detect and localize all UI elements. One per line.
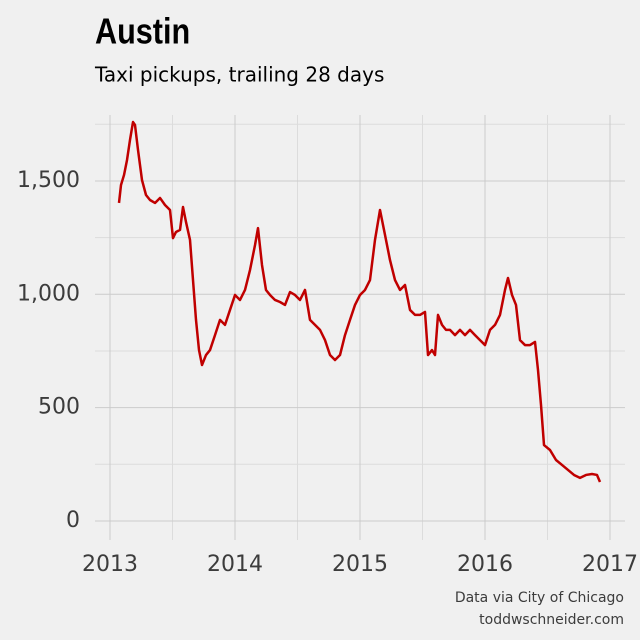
x-tick-label: 2017 [582, 552, 638, 577]
x-tick-label: 2013 [82, 552, 138, 577]
y-tick-label: 1,500 [17, 168, 80, 193]
y-tick-label: 0 [66, 508, 80, 533]
x-tick-label: 2014 [207, 552, 263, 577]
x-tick-label: 2016 [457, 552, 513, 577]
y-tick-label: 1,000 [17, 281, 80, 306]
chart-subtitle: Taxi pickups, trailing 28 days [94, 63, 384, 87]
chart-title: Austin [95, 12, 190, 52]
x-tick-label: 2015 [332, 552, 388, 577]
data-line [117, 120, 602, 483]
caption: toddwschneider.com [479, 612, 624, 628]
caption: Data via City of Chicago [455, 590, 624, 606]
y-tick-label: 500 [38, 395, 80, 420]
